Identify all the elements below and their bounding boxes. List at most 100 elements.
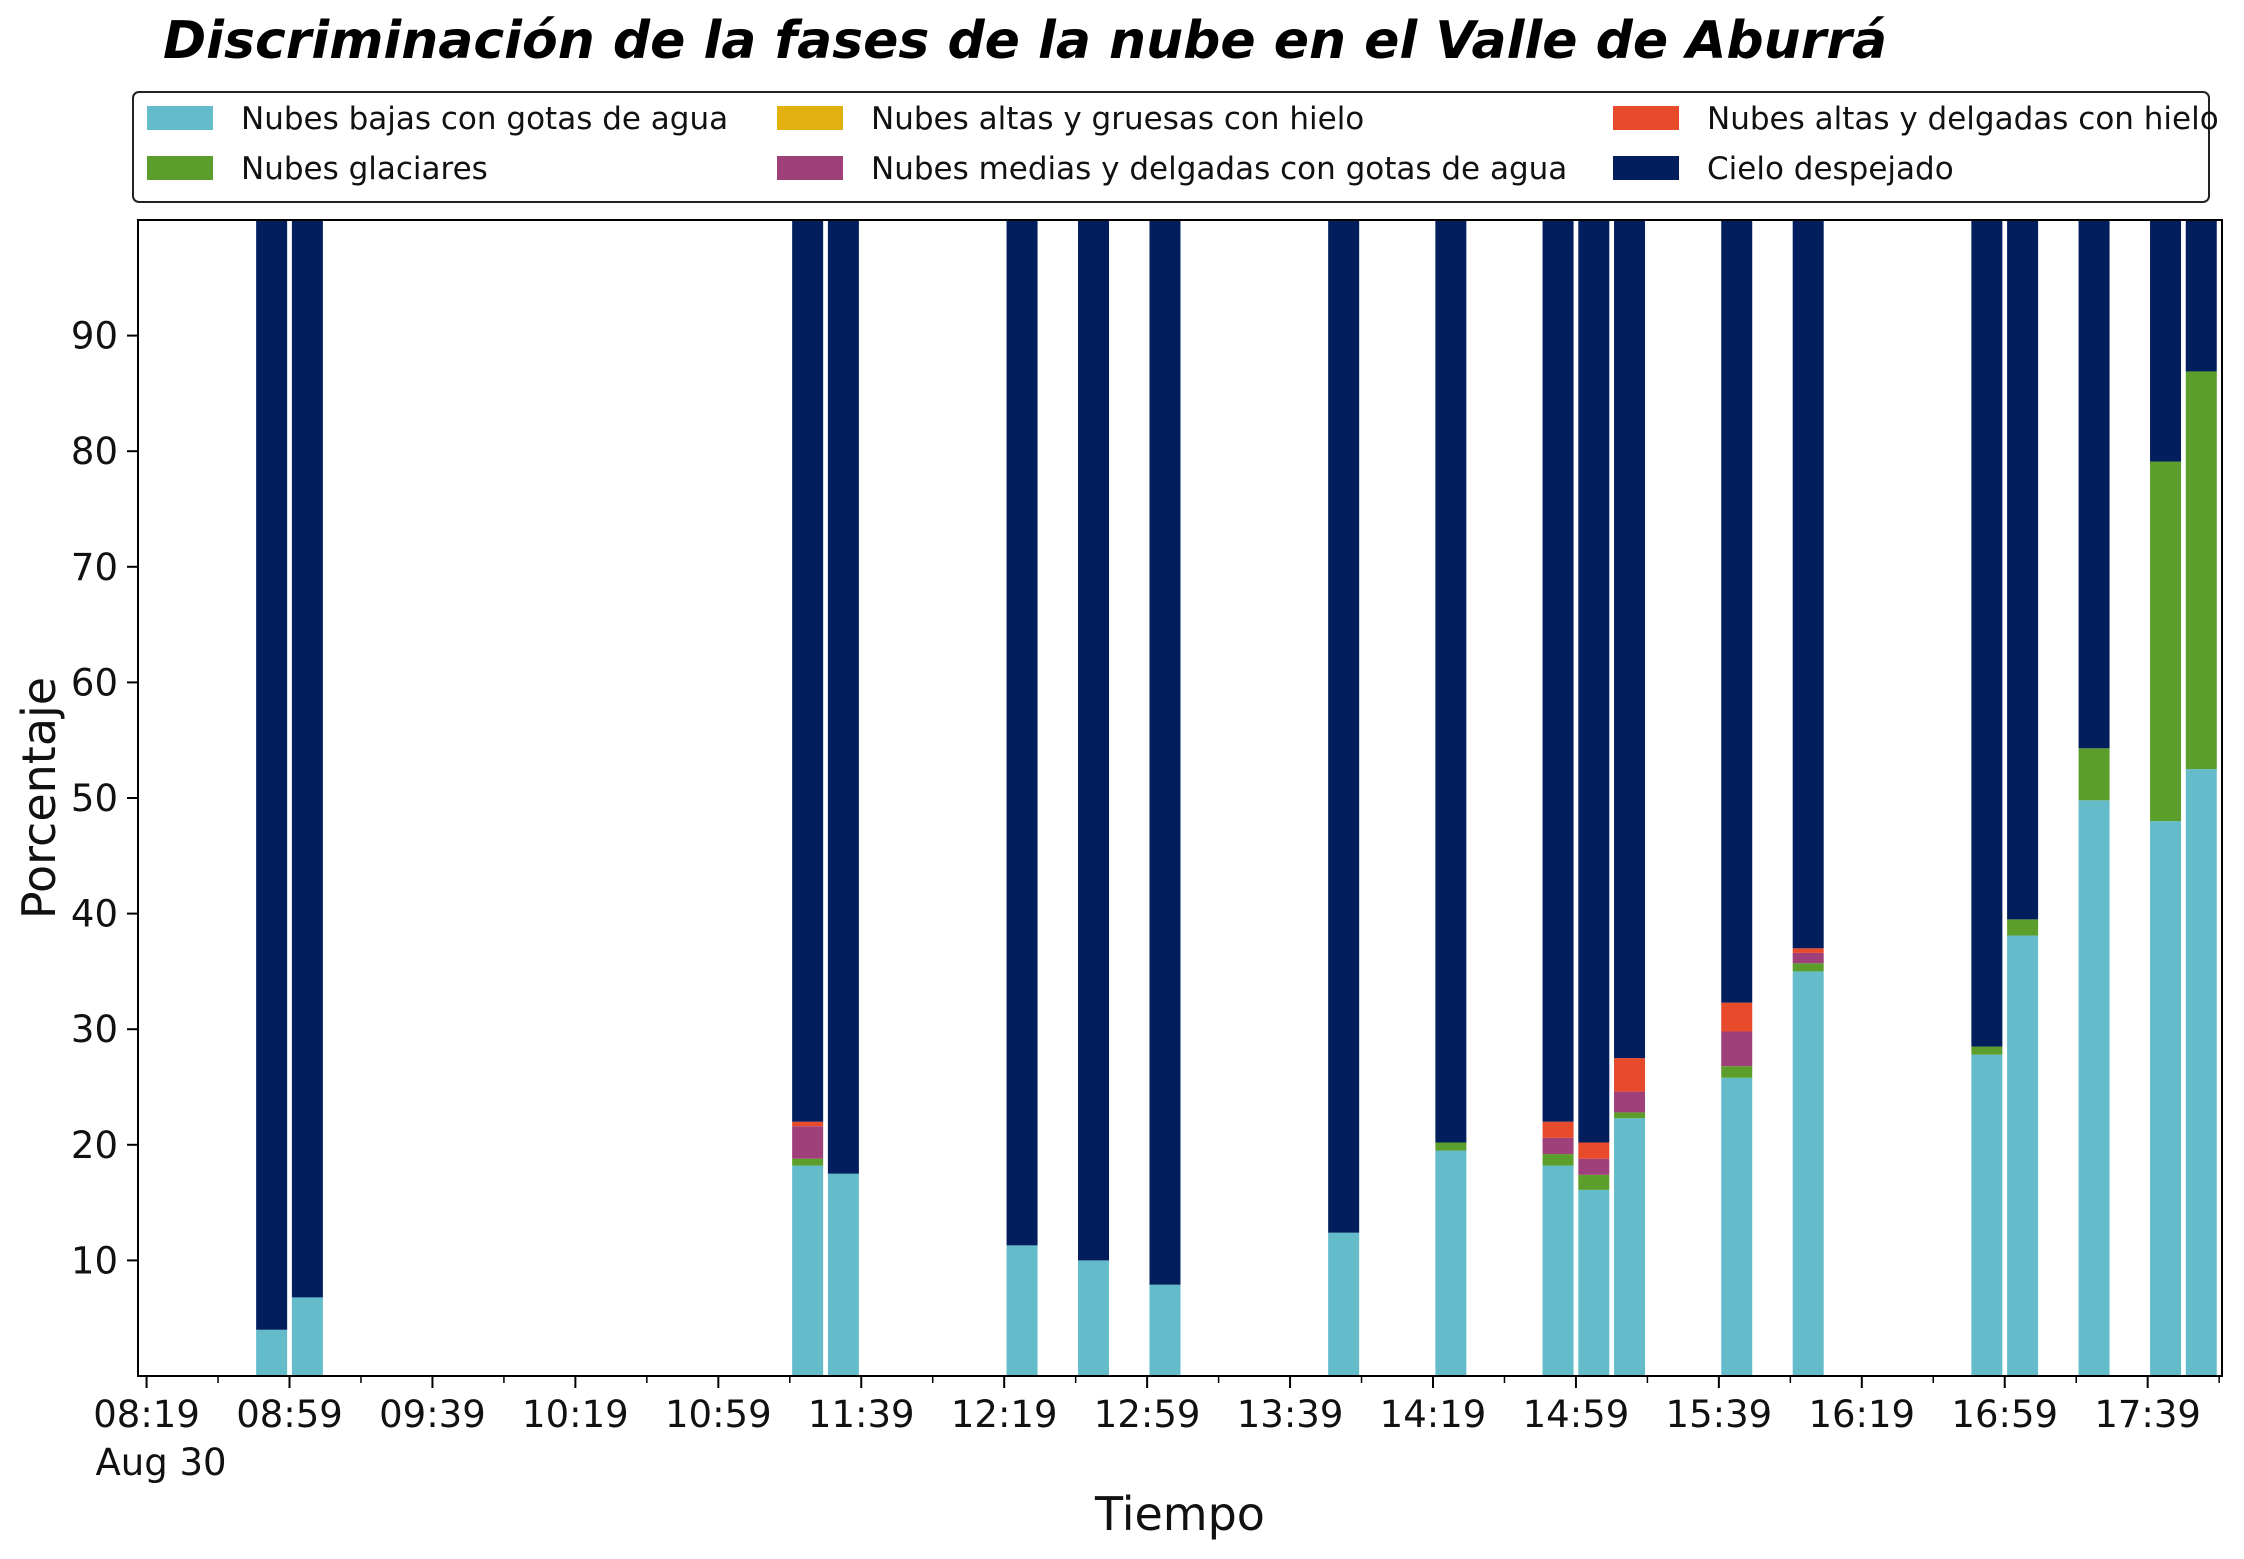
bar-segment: [1149, 220, 1181, 1285]
y-axis-label: Porcentaje: [12, 677, 66, 919]
y-tick-label: 30: [71, 1008, 118, 1051]
x-tick-label: 14:19: [1380, 1393, 1487, 1436]
x-tick-label: 14:59: [1523, 1393, 1630, 1436]
legend-label: Cielo despejado: [1707, 151, 1954, 187]
x-axis-label: Tiempo: [1094, 1487, 1265, 1541]
bar-segment: [792, 1165, 824, 1376]
legend-swatch: [147, 156, 213, 180]
bars: [256, 220, 2217, 1376]
legend-swatch: [1613, 106, 1679, 130]
bar-segment: [1792, 971, 1824, 1376]
bar-segment: [1435, 1142, 1467, 1151]
bar-segment: [1971, 220, 2003, 1047]
bar-segment: [2078, 748, 2110, 801]
bar-segment: [827, 1173, 859, 1376]
x-tick-label: 08:59: [236, 1393, 343, 1436]
bar-segment: [2007, 220, 2039, 920]
bar-segment: [1578, 1189, 1610, 1376]
bar-segment: [2007, 919, 2039, 936]
y-tick-label: 70: [71, 546, 118, 589]
bar-segment: [792, 220, 824, 1122]
y-axis: 10 20 30 40 50 60 70 80 90: [71, 315, 138, 1282]
legend-label: Nubes altas y gruesas con hielo: [871, 101, 1364, 137]
bar-segment: [1614, 1112, 1646, 1119]
bar-segment: [1435, 220, 1467, 1143]
bar-segment: [256, 220, 288, 1330]
bar-segment: [2150, 821, 2182, 1376]
bar-segment: [1328, 220, 1360, 1233]
bar-segment: [1542, 1137, 1574, 1155]
bar-segment: [1614, 1118, 1646, 1376]
y-tick-label: 20: [71, 1124, 118, 1167]
bar-segment: [2150, 220, 2182, 462]
y-tick-label: 10: [71, 1239, 118, 1282]
x-tick-label: 16:59: [1951, 1393, 2058, 1436]
legend-label: Nubes altas y delgadas con hielo: [1707, 101, 2219, 137]
bar-segment: [2185, 220, 2217, 372]
x-tick-label: 12:19: [951, 1393, 1058, 1436]
bar-segment: [792, 1121, 824, 1127]
legend-frame: [132, 91, 2210, 203]
bar-segment: [291, 220, 323, 1298]
legend-swatch: [777, 106, 843, 130]
bar-segment: [1578, 1158, 1610, 1175]
bar-segment: [1614, 1091, 1646, 1113]
x-tick-label: 12:59: [1094, 1393, 1201, 1436]
bar-segment: [1435, 1150, 1467, 1376]
bar-segment: [1792, 948, 1824, 953]
bar-segment: [1542, 1154, 1574, 1166]
bar-segment: [1542, 1165, 1574, 1376]
bar-segment: [1614, 220, 1646, 1059]
legend-label: Nubes glaciares: [241, 151, 488, 187]
x-tick-label: 15:39: [1666, 1393, 1773, 1436]
bar-segment: [2185, 769, 2217, 1376]
y-tick-label: 50: [71, 777, 118, 820]
legend: Nubes bajas con gotas de agua Nubes glaci…: [132, 91, 2219, 203]
bar-segment: [1578, 1174, 1610, 1190]
bar-segment: [792, 1126, 824, 1159]
legend-label: Nubes bajas con gotas de agua: [241, 101, 728, 137]
y-tick-label: 40: [71, 893, 118, 936]
legend-label: Nubes medias y delgadas con gotas de agu…: [871, 151, 1567, 187]
y-tick-label: 90: [71, 315, 118, 358]
chart-title: Discriminación de la fases de la nube en…: [163, 11, 1887, 71]
bar-segment: [1721, 220, 1753, 1003]
bar-segment: [1149, 1284, 1181, 1376]
x-tick-date-label: Aug 30: [95, 1441, 226, 1484]
bar-segment: [1971, 1054, 2003, 1376]
bar-segment: [2150, 461, 2182, 822]
legend-swatch: [777, 156, 843, 180]
bar-segment: [1078, 1260, 1110, 1376]
bar-segment: [1078, 220, 1110, 1261]
x-tick-label: 08:19: [93, 1393, 200, 1436]
bar-segment: [792, 1158, 824, 1166]
bar-segment: [1578, 1142, 1610, 1159]
bar-segment: [1006, 220, 1038, 1246]
x-tick-label: 10:19: [522, 1393, 629, 1436]
bar-segment: [1971, 1046, 2003, 1055]
bar-segment: [2078, 800, 2110, 1376]
bar-segment: [1006, 1245, 1038, 1376]
x-tick-label: 17:39: [2094, 1393, 2201, 1436]
bar-segment: [256, 1329, 288, 1376]
legend-swatch: [147, 106, 213, 130]
bar-segment: [1542, 1121, 1574, 1138]
bar-segment: [2078, 220, 2110, 749]
bar-segment: [291, 1297, 323, 1376]
y-tick-label: 80: [71, 430, 118, 473]
bar-segment: [827, 220, 859, 1174]
x-tick-label: 11:39: [808, 1393, 915, 1436]
bar-segment: [1328, 1232, 1360, 1376]
bar-segment: [1542, 220, 1574, 1122]
bar-segment: [1792, 952, 1824, 964]
bar-segment: [1721, 1002, 1753, 1032]
legend-swatch: [1613, 156, 1679, 180]
bar-segment: [1614, 1058, 1646, 1092]
x-tick-label: 13:39: [1237, 1393, 1344, 1436]
bar-segment: [1578, 220, 1610, 1143]
bar-segment: [2007, 935, 2039, 1376]
x-tick-label: 10:59: [665, 1393, 772, 1436]
bar-segment: [1721, 1066, 1753, 1078]
bar-segment: [1792, 220, 1824, 949]
